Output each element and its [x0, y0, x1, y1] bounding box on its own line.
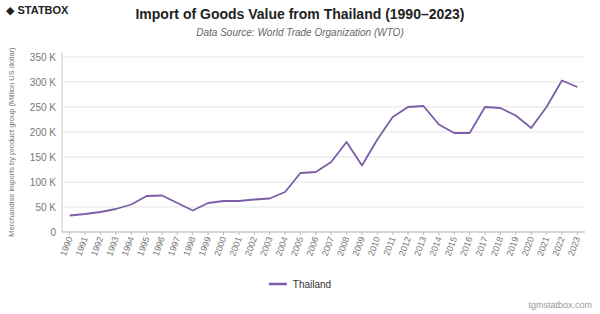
x-tick-label: 2014	[427, 235, 443, 257]
legend-swatch	[269, 283, 287, 286]
x-tick	[115, 232, 116, 235]
x-tick	[238, 232, 239, 235]
x-tick-label: 2012	[397, 235, 413, 257]
x-tick-label: 2008	[335, 235, 351, 257]
x-tick	[577, 232, 578, 235]
grid-line	[62, 82, 585, 83]
x-tick	[177, 232, 178, 235]
x-tick	[285, 232, 286, 235]
x-tick	[315, 232, 316, 235]
x-tick	[208, 232, 209, 235]
y-tick-label: 350 K	[30, 52, 56, 63]
x-tick-label: 2020	[520, 235, 536, 257]
x-tick	[469, 232, 470, 235]
plot-area	[70, 81, 578, 216]
x-tick	[423, 232, 424, 235]
x-tick-label: 1998	[181, 235, 197, 257]
x-tick	[100, 232, 101, 235]
chart: Import of Goods Value from Thailand (199…	[0, 0, 600, 314]
x-tick-label: 2023	[566, 235, 582, 257]
x-tick-label: 2016	[458, 235, 474, 257]
x-tick	[192, 232, 193, 235]
x-tick	[223, 232, 224, 235]
x-tick-label: 1996	[151, 235, 167, 257]
x-tick-label: 2004	[274, 235, 290, 257]
x-tick-label: 2011	[382, 235, 398, 257]
x-tick-label: 2017	[474, 235, 490, 257]
x-tick	[131, 232, 132, 235]
y-axis: 0 50 K 100 K 150 K 200 K 250 K 300 K 350 K	[30, 52, 585, 238]
logo: ◆ STATBOX	[6, 4, 69, 16]
x-tick-label: 2000	[212, 235, 228, 257]
x-tick	[300, 232, 301, 235]
x-tick-label: 2019	[504, 235, 520, 257]
x-tick	[346, 232, 347, 235]
x-tick-label: 2001	[228, 235, 244, 257]
grid-line	[62, 182, 585, 183]
x-tick	[377, 232, 378, 235]
x-tick	[146, 232, 147, 235]
y-tick-label: 0	[50, 227, 56, 238]
x-tick	[269, 232, 270, 235]
title: Import of Goods Value from Thailand (199…	[135, 6, 464, 22]
x-tick	[85, 232, 86, 235]
x-tick	[254, 232, 255, 235]
x-tick-label: 1993	[104, 235, 120, 257]
grid-line	[62, 132, 585, 133]
x-tick	[69, 232, 70, 235]
watermark: tgmstatbox.com	[528, 300, 592, 310]
x-tick-label: 1995	[135, 235, 151, 257]
series-line	[70, 81, 578, 216]
x-tick-label: 2021	[535, 235, 551, 257]
x-tick-label: 1991	[74, 235, 90, 257]
x-tick	[515, 232, 516, 235]
x-tick-label: 1994	[120, 235, 136, 257]
x-tick	[531, 232, 532, 235]
y-axis-line	[62, 52, 63, 232]
y-tick-label: 250 K	[30, 102, 56, 113]
x-tick	[331, 232, 332, 235]
x-tick	[485, 232, 486, 235]
x-tick	[361, 232, 362, 235]
grid-line	[62, 207, 585, 208]
x-tick-label: 2006	[304, 235, 320, 257]
subtitle: Data Source: World Trade Organization (W…	[196, 27, 403, 38]
grid-line	[62, 232, 585, 233]
x-tick	[392, 232, 393, 235]
x-tick-label: 2015	[443, 235, 459, 257]
x-axis: 1990199119921993199419951996199719981999…	[58, 232, 585, 258]
x-tick	[438, 232, 439, 235]
grid-line	[62, 57, 585, 58]
y-tick-label: 200 K	[30, 127, 56, 138]
x-tick	[408, 232, 409, 235]
x-tick-label: 2010	[366, 235, 382, 257]
x-tick-label: 1992	[89, 235, 105, 257]
grid-line	[62, 107, 585, 108]
x-tick-label: 2003	[258, 235, 274, 257]
y-tick-label: 100 K	[30, 177, 56, 188]
grid-line	[62, 157, 585, 158]
x-tick-label: 2007	[320, 235, 336, 257]
x-tick-label: 2022	[551, 235, 567, 257]
legend-label: Thailand	[293, 279, 331, 290]
x-tick	[500, 232, 501, 235]
y-tick-label: 50 K	[35, 202, 56, 213]
y-axis-label: Merchandise imports by product group (Mi…	[7, 47, 16, 237]
x-tick-label: 2002	[243, 235, 259, 257]
x-tick-label: 1999	[197, 235, 213, 257]
x-tick-label: 2005	[289, 235, 305, 257]
legend: Thailand	[269, 279, 331, 290]
y-tick-label: 150 K	[30, 152, 56, 163]
x-tick-label: 1990	[58, 235, 74, 257]
y-tick-label: 300 K	[30, 77, 56, 88]
x-tick	[454, 232, 455, 235]
x-tick	[546, 232, 547, 235]
x-tick	[561, 232, 562, 235]
x-tick-label: 2018	[489, 235, 505, 257]
x-tick-label: 2013	[412, 235, 428, 257]
x-tick-label: 2009	[351, 235, 367, 257]
x-axis-line	[62, 232, 585, 233]
x-tick	[161, 232, 162, 235]
x-tick-label: 1997	[166, 235, 182, 257]
